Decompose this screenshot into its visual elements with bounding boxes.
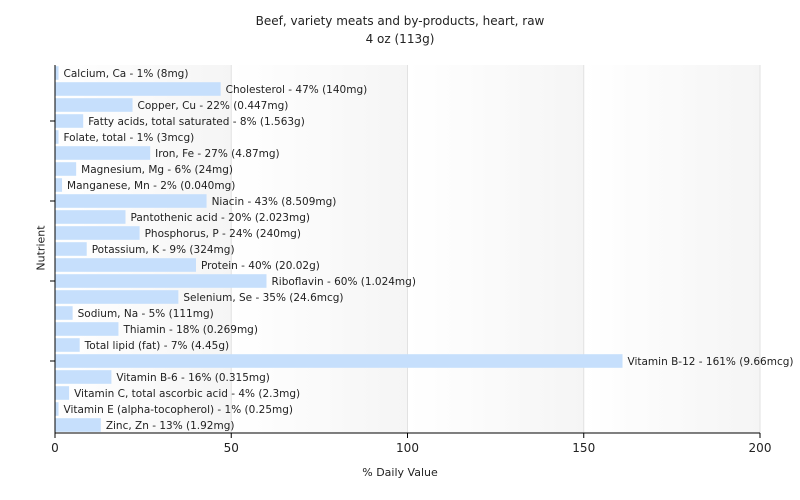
bar-label: Pantothenic acid - 20% (2.023mg) xyxy=(131,212,310,224)
bar-label: Iron, Fe - 27% (4.87mg) xyxy=(155,148,279,160)
bar-label: Fatty acids, total saturated - 8% (1.563… xyxy=(88,116,305,128)
bar xyxy=(55,402,59,416)
x-tick-label: 200 xyxy=(749,441,772,455)
bar-label: Folate, total - 1% (3mcg) xyxy=(64,132,195,144)
x-axis-title: % Daily Value xyxy=(362,466,438,479)
bar xyxy=(55,210,126,224)
bar-label: Manganese, Mn - 2% (0.040mg) xyxy=(67,180,235,192)
bar xyxy=(55,114,84,128)
x-tick-label: 100 xyxy=(396,441,419,455)
bar-label: Thiamin - 18% (0.269mg) xyxy=(122,324,258,336)
bar xyxy=(55,82,221,96)
bar xyxy=(55,338,80,352)
grid-band xyxy=(231,65,408,433)
grid-band xyxy=(407,65,584,433)
bar-label: Sodium, Na - 5% (111mg) xyxy=(78,308,214,320)
bar xyxy=(55,226,140,240)
bar-label: Phosphorus, P - 24% (240mg) xyxy=(145,228,301,240)
chart-subtitle: 4 oz (113g) xyxy=(365,32,435,46)
bar-label: Selenium, Se - 35% (24.6mcg) xyxy=(183,292,343,304)
bar xyxy=(55,306,73,320)
bar xyxy=(55,162,77,176)
bar-label: Niacin - 43% (8.509mg) xyxy=(212,196,337,208)
bar-label: Vitamin B-6 - 16% (0.315mg) xyxy=(116,372,270,384)
bar-label: Riboflavin - 60% (1.024mg) xyxy=(272,276,416,288)
bar xyxy=(55,370,112,384)
bar-label: Zinc, Zn - 13% (1.92mg) xyxy=(106,420,235,432)
bar-label: Vitamin B-12 - 161% (9.66mcg) xyxy=(628,356,794,368)
bar-label: Protein - 40% (20.02g) xyxy=(201,260,320,272)
bar xyxy=(55,258,196,272)
bar xyxy=(55,98,133,112)
bar xyxy=(55,386,70,400)
bar xyxy=(55,130,59,144)
bar-label: Calcium, Ca - 1% (8mg) xyxy=(64,68,189,80)
bar xyxy=(55,418,101,432)
bar xyxy=(55,66,59,80)
bar-label: Potassium, K - 9% (324mg) xyxy=(92,244,235,256)
bar xyxy=(55,274,267,288)
grid-band xyxy=(583,65,760,433)
bar xyxy=(55,178,63,192)
x-tick-label: 0 xyxy=(51,441,59,455)
bar xyxy=(55,322,119,336)
bar xyxy=(55,194,207,208)
bar-label: Vitamin E (alpha-tocopherol) - 1% (0.25m… xyxy=(64,404,294,416)
bar-label: Vitamin C, total ascorbic acid - 4% (2.3… xyxy=(74,388,300,400)
chart-title: Beef, variety meats and by-products, hea… xyxy=(255,14,545,28)
bar xyxy=(55,242,87,256)
bar-label: Total lipid (fat) - 7% (4.45g) xyxy=(84,340,229,352)
bar-label: Magnesium, Mg - 6% (24mg) xyxy=(81,164,233,176)
bar xyxy=(55,354,623,368)
bar-label: Copper, Cu - 22% (0.447mg) xyxy=(138,100,289,112)
bar xyxy=(55,146,151,160)
bar xyxy=(55,290,179,304)
bar-label: Cholesterol - 47% (140mg) xyxy=(226,84,368,96)
x-tick-label: 50 xyxy=(224,441,239,455)
x-tick-label: 150 xyxy=(572,441,595,455)
